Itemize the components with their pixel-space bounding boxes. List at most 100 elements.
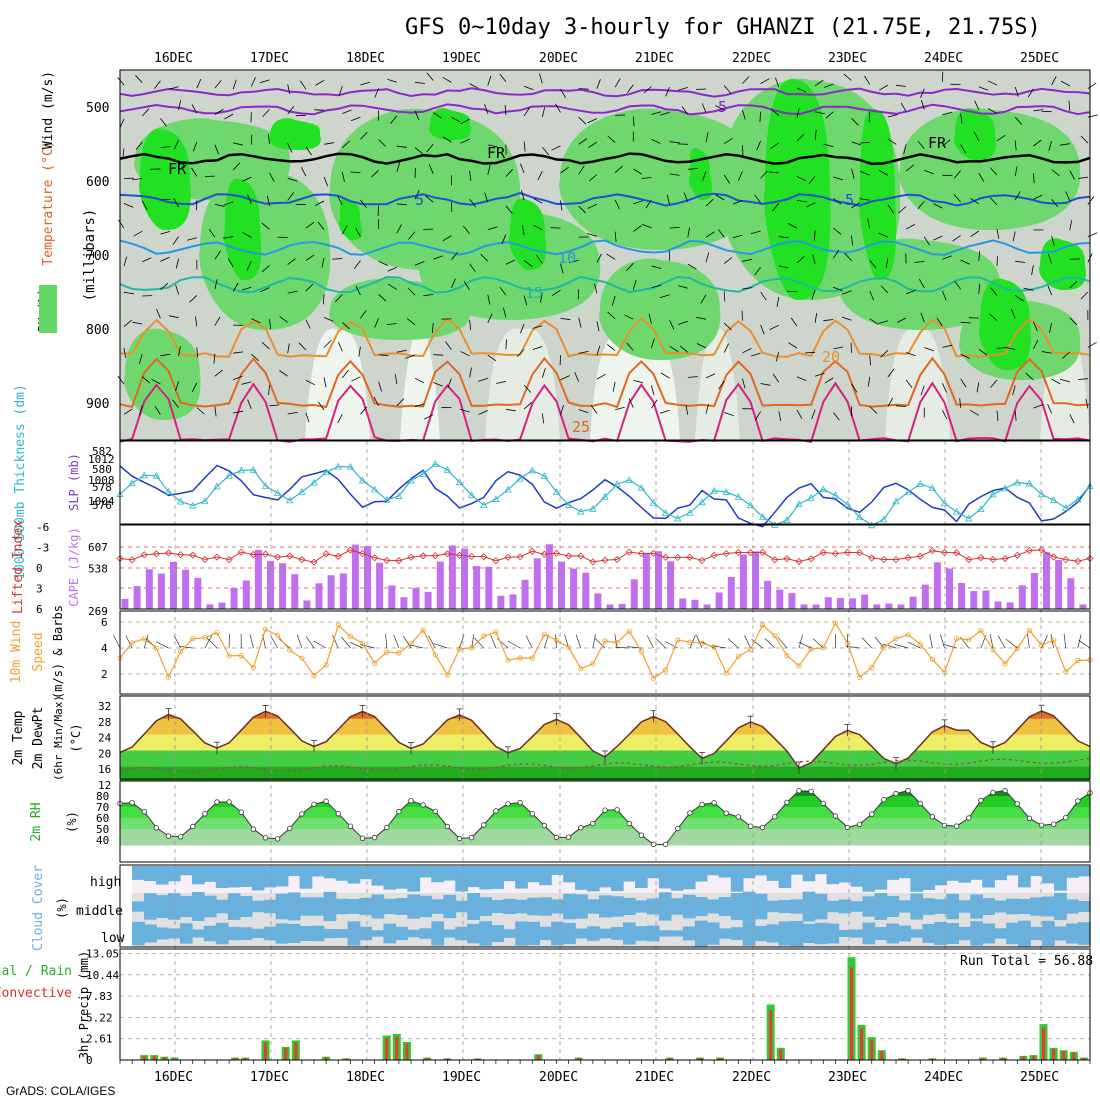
li-marker xyxy=(249,550,257,559)
cape-bar xyxy=(1067,578,1075,609)
cape-bar xyxy=(485,566,493,609)
wind-barb xyxy=(469,170,472,181)
wind-barb xyxy=(323,340,332,348)
cloud-low-bar xyxy=(155,927,169,940)
thickness-marker xyxy=(977,505,985,513)
rh-marker xyxy=(396,808,402,815)
wind-barb-10m xyxy=(249,634,254,649)
wind-barb xyxy=(796,409,803,419)
wind-barb xyxy=(742,348,752,354)
wind-barb xyxy=(342,140,350,148)
wind-barb xyxy=(1014,166,1018,177)
temp-contour-minus5 xyxy=(119,103,1091,116)
wind-barb xyxy=(484,192,489,203)
wind-barb xyxy=(224,113,234,120)
cloud-level-high: high xyxy=(90,875,121,890)
wind-barb xyxy=(723,291,726,302)
cloud-high-bar xyxy=(311,866,325,877)
cloud-high-bar xyxy=(730,866,744,892)
cloud-low-bar xyxy=(623,922,636,945)
wind-barb xyxy=(504,104,507,116)
date-label-bottom: 19DEC xyxy=(442,1070,481,1085)
cape-tick-label: 269 xyxy=(88,605,108,618)
wind-barb xyxy=(433,382,443,387)
wind-barb xyxy=(123,203,134,208)
wind-barb-10m xyxy=(764,638,775,649)
wind-barb xyxy=(505,339,507,350)
rh-marker xyxy=(772,814,778,820)
cloud-low-bar xyxy=(682,926,696,941)
cloud-mid-bar xyxy=(371,894,385,919)
rh-marker xyxy=(711,800,717,806)
wind-speed-marker xyxy=(129,640,135,646)
wind-barb xyxy=(1069,220,1073,231)
cape-bar xyxy=(364,546,371,609)
slp-thickness-panel: 582 580 578 576 1012 1008 1004 xyxy=(88,445,1094,529)
cape-bar xyxy=(170,562,177,609)
cloud-low-bar xyxy=(599,928,612,939)
wind-barb xyxy=(487,164,491,175)
wind-barb xyxy=(261,222,270,230)
cloud-low-bar xyxy=(539,926,552,941)
wind-barb xyxy=(360,310,367,319)
wind-barb-10m xyxy=(812,638,824,649)
wind-barb xyxy=(614,165,623,174)
cloud-mid-bar xyxy=(155,895,169,918)
wind-barb xyxy=(1087,232,1098,238)
cloud-high-bar xyxy=(922,866,936,890)
wind-barb xyxy=(123,256,128,267)
cloud-low-bar xyxy=(371,930,385,937)
cloud-low-bar xyxy=(407,929,421,938)
wind-barb xyxy=(960,259,970,265)
rh-marker xyxy=(723,810,729,816)
cloud-low-bar xyxy=(670,930,684,937)
cloud-mid-bar xyxy=(239,896,253,917)
rh-marker xyxy=(347,823,354,829)
cloud-high-bar xyxy=(144,866,157,881)
wind-barb xyxy=(878,232,889,238)
cape-bar xyxy=(315,583,323,609)
cape-bar xyxy=(218,602,226,609)
cloud-low-bar xyxy=(323,928,337,939)
cloud-mid-bar xyxy=(167,893,181,920)
cape-bar xyxy=(715,592,723,609)
cloud-low-bar xyxy=(419,928,433,939)
slp-axis-title: SLP (mb) xyxy=(67,453,81,511)
wind-barb xyxy=(732,200,743,205)
cape-bar xyxy=(885,603,893,609)
cloud-low-bar xyxy=(958,926,971,941)
wind-barb xyxy=(487,226,498,230)
thickness-marker xyxy=(746,501,755,509)
wind-barb xyxy=(374,318,379,328)
rh-marker xyxy=(650,841,657,848)
date-label-top: 24DEC xyxy=(924,51,963,66)
pressure-axis-title: (millibars) xyxy=(82,209,98,302)
wind-barb xyxy=(1059,378,1070,383)
wind-barb-10m xyxy=(525,635,533,649)
precip-convective-bar xyxy=(476,1058,480,1060)
contour-label: 5 xyxy=(845,191,854,209)
wind-barb xyxy=(769,324,779,330)
wind-barb-10m xyxy=(744,635,751,649)
cape-bar xyxy=(703,604,711,609)
li-marker xyxy=(977,554,985,562)
precip-convective-bar xyxy=(233,1057,237,1060)
rh-marker xyxy=(202,811,208,817)
wind-barb xyxy=(425,195,434,203)
contour-label: FR xyxy=(168,160,187,178)
wind-barb xyxy=(1047,403,1052,414)
cloud-low-bar xyxy=(227,926,241,941)
wind-barb xyxy=(523,402,532,410)
rh-marker xyxy=(481,822,487,828)
thickness-marker xyxy=(467,491,476,499)
precip-convective-label: Convective xyxy=(0,986,72,1001)
wind-barb xyxy=(341,369,349,379)
cape-bar xyxy=(836,598,844,609)
wind-barb xyxy=(521,190,525,201)
wind-barb xyxy=(724,412,734,416)
cloud-mid-bar xyxy=(359,897,373,916)
precip-convective-bar xyxy=(142,1055,146,1060)
wind-barb-10m xyxy=(1006,639,1018,649)
cloud-mid-bar xyxy=(898,900,912,913)
cloud-high-bar xyxy=(527,866,540,883)
